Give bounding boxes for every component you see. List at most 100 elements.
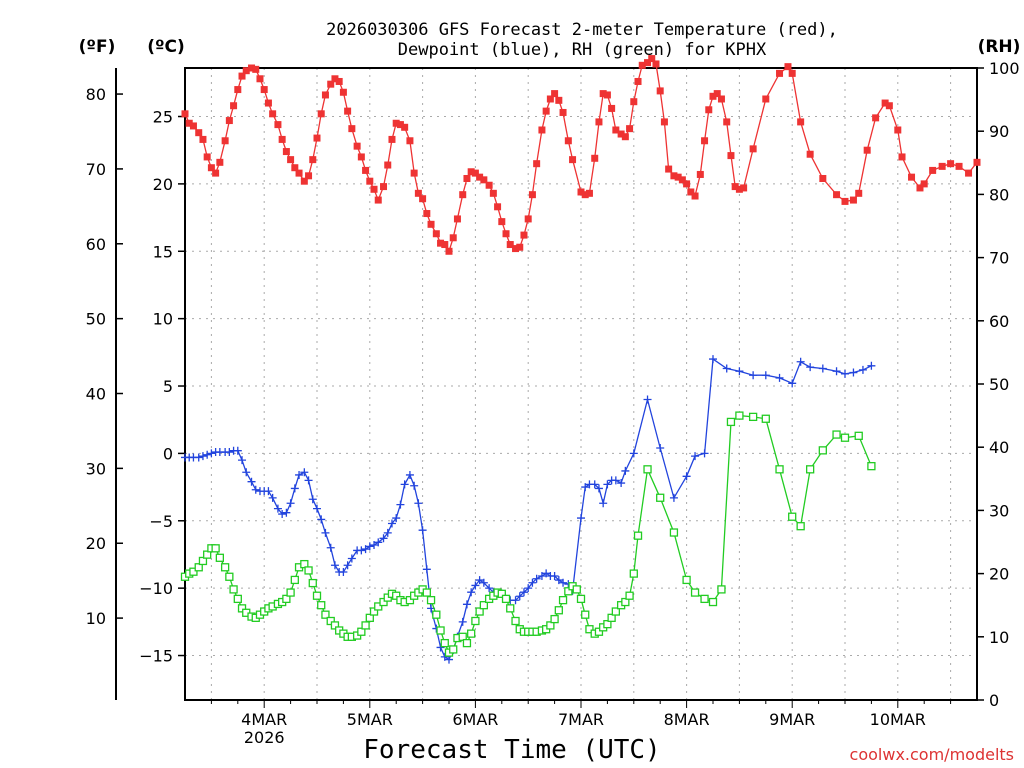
data-point-marker — [520, 231, 528, 239]
data-point-marker — [462, 638, 472, 648]
data-point-marker — [286, 499, 295, 508]
fahrenheit-tick-label: 40 — [86, 385, 106, 404]
celsius-unit-label: (ºC) — [147, 37, 185, 57]
data-point-marker — [550, 572, 559, 581]
data-point-marker — [432, 610, 441, 619]
data-point-marker — [290, 575, 299, 585]
data-point-marker — [682, 575, 691, 585]
data-point-marker — [965, 169, 973, 177]
data-point-marker — [519, 588, 528, 597]
data-point-marker — [436, 643, 445, 652]
data-point-marker — [237, 604, 247, 613]
data-point-marker — [207, 449, 216, 458]
data-point-marker — [841, 369, 849, 378]
data-point-marker — [538, 126, 546, 134]
data-point-marker — [881, 99, 889, 107]
fahrenheit-tick-label: 80 — [86, 85, 106, 104]
data-point-marker — [506, 241, 514, 249]
data-point-marker — [656, 87, 664, 95]
data-point-marker — [282, 594, 291, 604]
data-point-marker — [384, 161, 392, 169]
data-point-marker — [304, 566, 313, 575]
data-point-marker — [731, 183, 739, 191]
data-point-marker — [220, 563, 230, 572]
data-point-marker — [370, 185, 378, 193]
data-point-marker — [321, 528, 330, 537]
data-point-marker — [216, 158, 224, 166]
data-point-marker — [295, 470, 304, 479]
data-point-marker — [629, 449, 638, 458]
data-point-marker — [806, 465, 815, 474]
data-point-marker — [317, 515, 326, 524]
data-point-marker — [286, 588, 295, 597]
time-tick-label: 8MAR — [664, 710, 710, 729]
data-point-marker — [330, 561, 339, 570]
data-point-marker — [678, 176, 686, 184]
data-point-marker — [558, 595, 568, 605]
data-point-marker — [199, 135, 207, 143]
data-point-marker — [776, 69, 784, 77]
rh-tick-label: 20 — [989, 565, 1009, 584]
fahrenheit-unit-label: (ºF) — [79, 37, 116, 57]
data-point-marker — [418, 526, 427, 535]
data-point-marker — [449, 645, 458, 654]
data-point-marker — [458, 617, 467, 626]
data-point-marker — [788, 379, 797, 388]
data-point-marker — [621, 466, 630, 475]
data-point-marker — [225, 448, 234, 457]
data-point-marker — [414, 499, 423, 508]
data-point-marker — [841, 197, 849, 205]
data-point-marker — [422, 565, 431, 574]
data-point-marker — [467, 588, 476, 597]
data-point-marker — [365, 542, 374, 551]
data-point-marker — [497, 589, 506, 598]
data-point-marker — [361, 621, 370, 630]
data-point-marker — [572, 585, 581, 594]
data-point-marker — [291, 164, 299, 172]
data-point-marker — [233, 594, 242, 604]
data-point-marker — [748, 412, 758, 422]
x-axis-title: Forecast Time (UTC) — [363, 735, 660, 765]
data-point-marker — [353, 142, 361, 150]
data-point-marker — [400, 480, 409, 489]
data-point-marker — [242, 67, 250, 75]
data-point-marker — [467, 168, 475, 176]
data-point-marker — [564, 587, 573, 596]
data-point-marker — [498, 218, 506, 226]
data-point-marker — [290, 484, 299, 493]
time-tick-sublabel: 2026 — [244, 728, 285, 747]
data-point-marker — [475, 607, 484, 616]
data-point-marker — [282, 508, 291, 517]
data-point-marker — [929, 166, 937, 174]
data-point-marker — [819, 174, 827, 182]
grid-lines — [185, 68, 977, 700]
data-point-marker — [818, 446, 827, 455]
data-point-marker — [357, 627, 366, 636]
data-point-marker — [300, 559, 309, 569]
data-point-marker — [577, 514, 585, 523]
rh-tick-label: 60 — [989, 312, 1009, 331]
fahrenheit-tick-label: 10 — [86, 609, 106, 628]
celsius-tick-label: 20 — [153, 175, 173, 194]
data-point-marker — [396, 500, 405, 509]
data-point-marker — [445, 247, 453, 255]
data-point-marker — [617, 479, 626, 488]
data-point-marker — [405, 595, 415, 605]
data-point-marker — [339, 88, 347, 96]
data-point-marker — [722, 364, 731, 373]
time-tick-label: 4MAR — [241, 710, 287, 729]
data-point-marker — [726, 417, 736, 427]
rh-tick-label: 100 — [989, 59, 1020, 78]
data-point-marker — [701, 137, 709, 145]
data-point-marker — [308, 495, 317, 504]
data-point-marker — [339, 567, 348, 576]
data-point-marker — [713, 90, 721, 98]
data-point-marker — [577, 188, 585, 196]
data-point-marker — [564, 137, 572, 145]
data-point-marker — [387, 519, 396, 528]
data-point-marker — [321, 610, 330, 619]
data-point-marker — [392, 514, 401, 523]
data-point-marker — [361, 545, 370, 554]
data-point-marker — [365, 613, 374, 622]
